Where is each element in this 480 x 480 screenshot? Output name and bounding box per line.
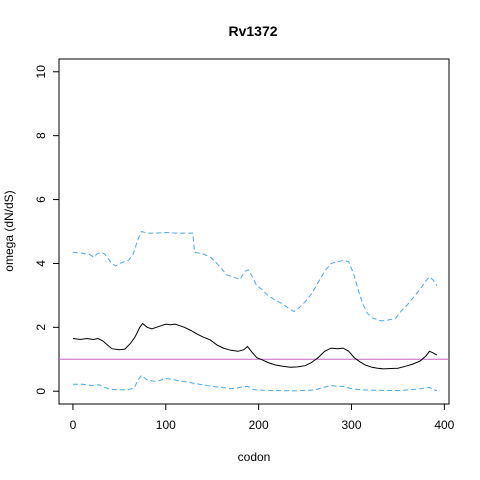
series-mean-line bbox=[72, 322, 438, 370]
plot-frame bbox=[58, 58, 450, 405]
y-axis: 0 2 4 6 8 10 bbox=[34, 65, 60, 395]
y-tick-label: 2 bbox=[34, 324, 48, 331]
x-axis-label: codon bbox=[238, 450, 271, 464]
x-tick-label: 400 bbox=[434, 418, 454, 432]
chart-title: Rv1372 bbox=[228, 23, 277, 39]
x-tick-label: 0 bbox=[70, 418, 77, 432]
series-upper-line bbox=[72, 230, 438, 322]
x-axis: 0 100 200 300 400 bbox=[70, 403, 455, 432]
y-tick-label: 0 bbox=[34, 388, 48, 395]
y-tick-label: 4 bbox=[34, 260, 48, 267]
y-tick-label: 6 bbox=[34, 196, 48, 203]
x-tick-label: 100 bbox=[156, 418, 176, 432]
x-tick-label: 200 bbox=[249, 418, 269, 432]
y-axis-label: omega (dN/dS) bbox=[2, 190, 16, 271]
y-tick-label: 8 bbox=[34, 132, 48, 139]
x-tick-label: 300 bbox=[341, 418, 361, 432]
y-tick-label: 10 bbox=[34, 65, 48, 79]
plot-area bbox=[59, 230, 449, 392]
series-lower-line bbox=[72, 374, 438, 392]
